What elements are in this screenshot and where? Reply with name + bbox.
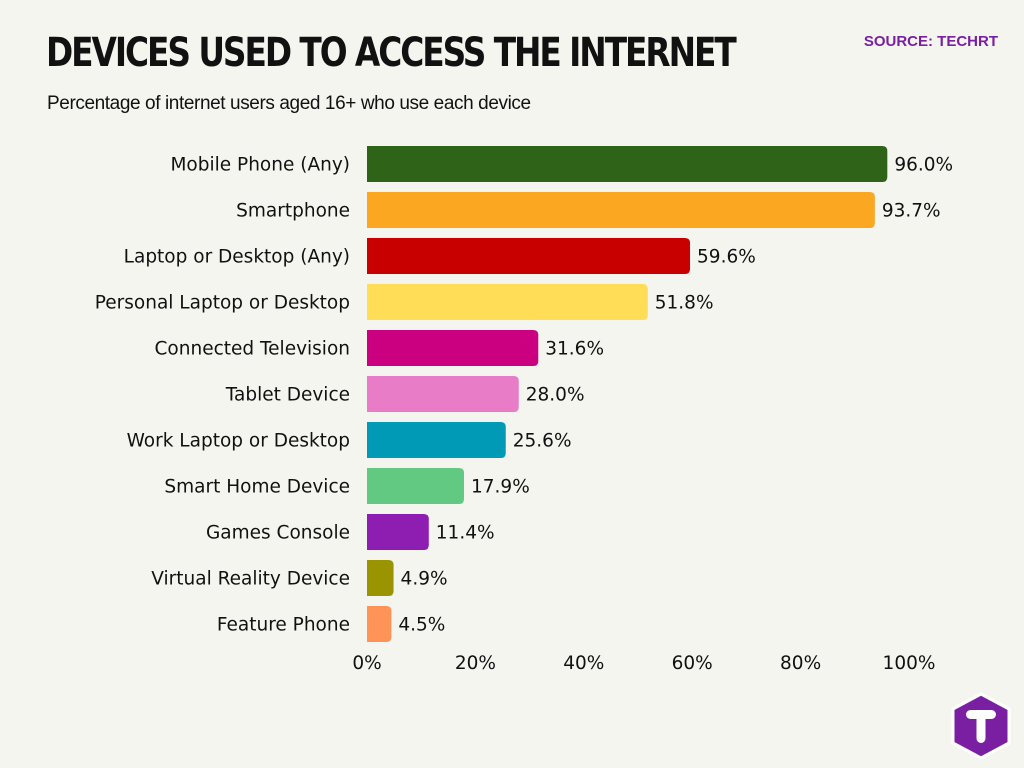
category-label: Feature Phone [217,615,350,636]
value-label: 28.0% [526,385,585,406]
bar [367,330,539,366]
value-label: 25.6% [513,431,572,452]
bar [367,422,506,458]
bar [367,468,465,504]
value-label: 4.9% [401,569,448,590]
value-label: 4.5% [398,615,445,636]
x-tick-label: 40% [563,653,604,674]
category-label: Tablet Device [225,385,350,406]
value-label: 51.8% [655,293,714,314]
bar [367,284,648,320]
value-label: 17.9% [471,477,530,498]
bar [367,376,519,412]
bar [367,560,394,596]
category-label: Mobile Phone (Any) [170,155,350,176]
category-label: Smart Home Device [164,477,350,498]
chart-title: DEVICES USED TO ACCESS THE INTERNET [46,30,737,76]
category-label: Smartphone [236,201,350,222]
x-tick-label: 80% [780,653,821,674]
category-label: Personal Laptop or Desktop [95,293,350,314]
bar [367,146,888,182]
bar [367,514,429,550]
x-tick-label: 100% [883,653,936,674]
value-label: 93.7% [882,201,941,222]
value-label: 11.4% [436,523,495,544]
chart-subtitle: Percentage of internet users aged 16+ wh… [47,93,531,114]
bar [367,192,875,228]
category-label: Connected Television [155,339,350,360]
bar-group: Mobile Phone (Any) 96.0% Smartphone 93.7% La… [95,146,953,674]
x-tick-label: 20% [455,653,496,674]
x-tick-label: 0% [352,653,381,674]
value-label: 96.0% [894,155,953,176]
source-label: SOURCE: TECHRT [863,33,998,50]
x-tick-label: 60% [672,653,713,674]
value-label: 31.6% [545,339,604,360]
category-label: Work Laptop or Desktop [127,431,350,452]
t-hexagon-logo-icon [951,692,1011,760]
category-label: Virtual Reality Device [151,569,350,590]
bar [367,606,392,642]
value-label: 59.6% [697,247,756,268]
bar [367,238,691,274]
category-label: Games Console [206,523,350,544]
category-label: Laptop or Desktop (Any) [124,247,350,268]
